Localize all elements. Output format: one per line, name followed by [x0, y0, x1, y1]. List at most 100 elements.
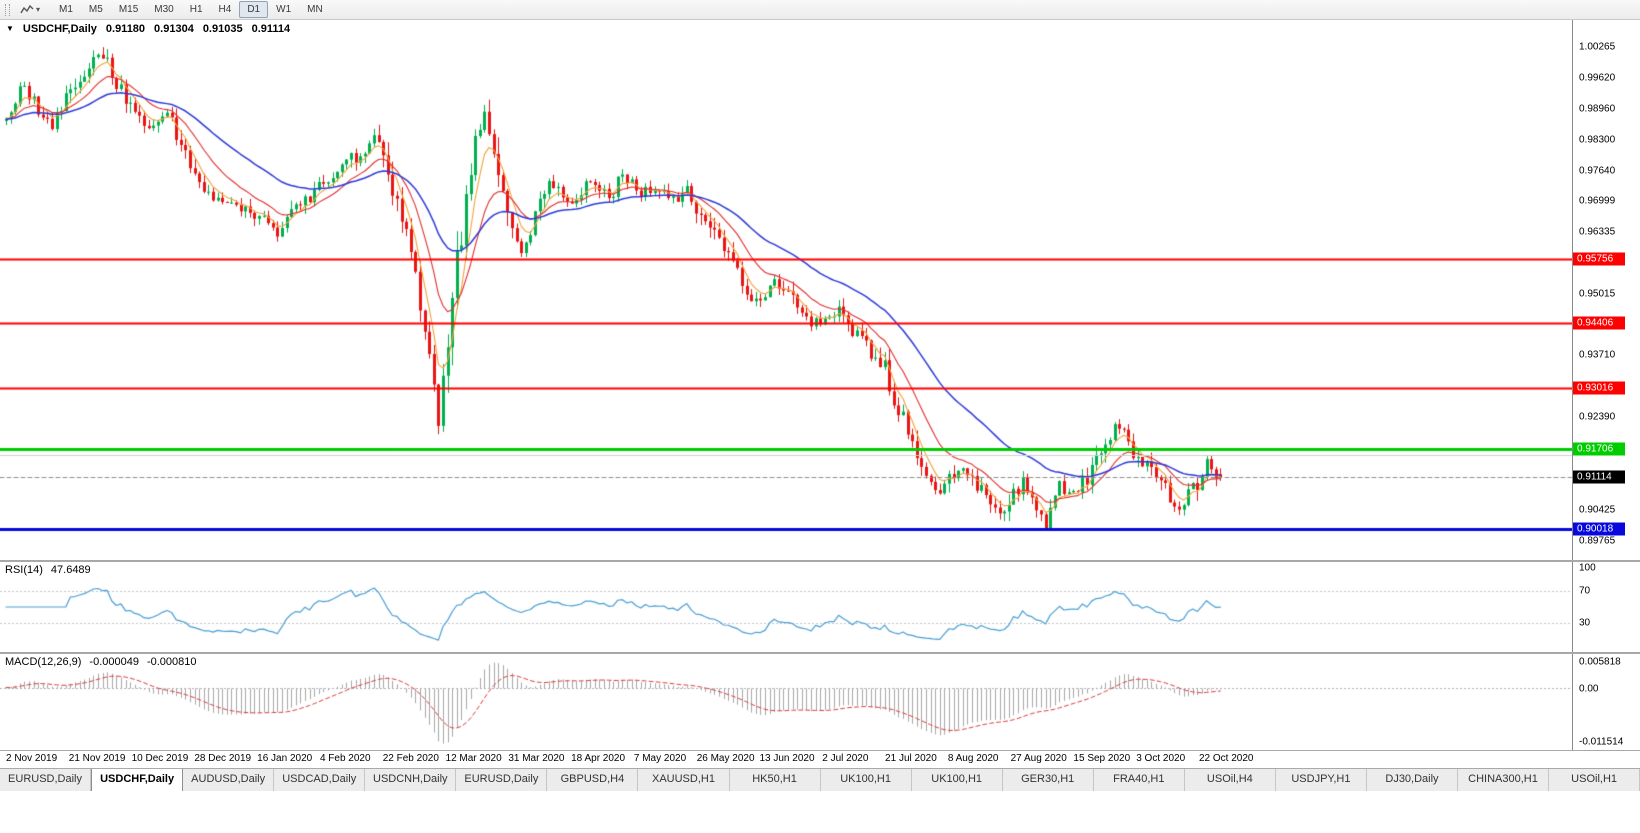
date-label: 15 Sep 2020 [1073, 753, 1131, 764]
date-label: 27 Aug 2020 [1010, 753, 1067, 764]
date-label: 4 Feb 2020 [319, 753, 371, 764]
date-axis: 2 Nov 2019 21 Nov 2019 10 Dec 2019 28 Dec 2… [0, 750, 1640, 768]
chart-tab-usdcnh-daily[interactable]: USDCNH,Daily [365, 769, 457, 791]
chart-tab-gbpusd-h4[interactable]: GBPUSD,H4 [547, 769, 639, 791]
timeframe-button-mn[interactable]: MN [307, 4, 323, 15]
timeframe-toolbar: ▾ M1 M5 M15 M30 H1 H4 D1 W1 MN [0, 0, 1640, 20]
timeframe-button-m5[interactable]: M5 [88, 4, 103, 15]
rsi-axis-label: 30 [1579, 617, 1591, 629]
rsi-canvas[interactable] [0, 562, 1572, 652]
chart-tab-uk100-h1[interactable]: UK100,H1 [911, 769, 1003, 791]
price-tick: 0.93710 [1579, 349, 1616, 361]
timeframe-button-m30[interactable]: M30 [154, 4, 174, 15]
date-label: 7 May 2020 [633, 753, 687, 764]
rsi-axis-label: 100 [1579, 562, 1596, 574]
macd-label: MACD(12,26,9) -0.000049 -0.000810 [5, 656, 197, 668]
date-label: 3 Oct 2020 [1136, 753, 1186, 764]
level-price-badge: 0.94406 [1573, 316, 1625, 330]
timeframe-button-h4[interactable]: H4 [218, 4, 232, 15]
price-tick: 0.95015 [1579, 288, 1616, 300]
price-tick: 0.96999 [1579, 195, 1616, 207]
macd-indicator-name: MACD(12,26,9) [5, 656, 82, 668]
price-tick: 0.89765 [1579, 535, 1616, 546]
date-label: 21 Jul 2020 [885, 753, 937, 764]
chart-tab-fra40-h1[interactable]: FRA40,H1 [1093, 769, 1185, 791]
ohlc-open: 0.91180 [105, 23, 146, 35]
date-label: 2 Jul 2020 [822, 753, 869, 764]
chart-tab-usdjpy-h1[interactable]: USDJPY,H1 [1275, 769, 1367, 791]
chart-tab-usoil-h1[interactable]: USOil,H1 [1549, 769, 1640, 791]
level-price-badge: 0.95756 [1573, 252, 1625, 266]
chart-tab-dj30-daily[interactable]: DJ30,Daily [1366, 769, 1458, 791]
macd-panel: MACD(12,26,9) -0.000049 -0.000810 0.0058… [0, 654, 1640, 750]
chart-title: ▼ USDCHF,Daily 0.91180 0.91304 0.91035 0… [6, 23, 290, 35]
price-tick: 0.98300 [1579, 134, 1616, 146]
date-label: 26 May 2020 [696, 753, 755, 764]
chart-tab-eurusd-daily[interactable]: EURUSD,Daily [456, 769, 548, 791]
level-price-badge: 0.90018 [1573, 522, 1625, 536]
rsi-indicator-name: RSI(14) [5, 564, 43, 576]
rsi-panel: RSI(14) 47.6489 100 70 30 [0, 562, 1640, 654]
date-label: 16 Jan 2020 [257, 753, 313, 764]
price-tick: 1.00265 [1579, 41, 1616, 53]
macd-axis-top: 0.005818 [1579, 656, 1621, 668]
toolbar-drag-handle[interactable] [5, 3, 10, 16]
chart-tab-ger30-h1[interactable]: GER30,H1 [1002, 769, 1094, 791]
rsi-current-value: 47.6489 [50, 564, 91, 576]
timeframe-button-m15[interactable]: M15 [118, 4, 139, 15]
chart-symbol-label: USDCHF,Daily [22, 23, 97, 35]
timeframe-button-d1[interactable]: D1 [239, 1, 269, 18]
ohlc-close: 0.91114 [251, 23, 291, 35]
rsi-axis: 100 70 30 [1572, 562, 1640, 652]
timeframe-button-h1[interactable]: H1 [189, 4, 203, 15]
date-label: 28 Dec 2019 [194, 753, 252, 764]
rsi-axis-label: 70 [1579, 585, 1591, 597]
timeframe-buttons-group: M1 M5 M15 M30 H1 H4 D1 W1 MN [51, 1, 331, 18]
main-chart-panel: ▼ USDCHF,Daily 0.91180 0.91304 0.91035 0… [0, 20, 1640, 562]
macd-signal-value: -0.000810 [146, 656, 197, 668]
chart-tab-eurusd-daily[interactable]: EURUSD,Daily [0, 769, 92, 791]
date-label: 13 Jun 2020 [759, 753, 815, 764]
date-label: 22 Oct 2020 [1199, 753, 1254, 764]
macd-axis-zero: 0.00 [1579, 683, 1599, 694]
price-tick: 0.99620 [1579, 72, 1616, 84]
date-label: 21 Nov 2019 [68, 753, 126, 764]
date-label: 8 Aug 2020 [947, 753, 999, 764]
chart-tab-uk100-h1[interactable]: UK100,H1 [820, 769, 912, 791]
chart-tab-audusd-daily[interactable]: AUDUSD,Daily [183, 769, 275, 791]
chart-tab-usdchf-daily[interactable]: USDCHF,Daily [91, 769, 184, 791]
macd-axis: 0.005818 0.00 -0.011514 [1572, 654, 1640, 750]
date-label: 22 Feb 2020 [382, 753, 439, 764]
date-label: 2 Nov 2019 [6, 753, 58, 764]
price-tick: 0.96335 [1579, 226, 1616, 238]
price-tick: 0.97640 [1579, 165, 1616, 177]
chart-tab-usdcad-daily[interactable]: USDCAD,Daily [274, 769, 366, 791]
price-tick: 0.90425 [1579, 504, 1616, 516]
date-label: 18 Apr 2020 [571, 753, 626, 764]
date-label: 12 Mar 2020 [445, 753, 502, 764]
chart-tab-xauusd-h1[interactable]: XAUUSD,H1 [638, 769, 730, 791]
price-axis: 1.00265 0.99620 0.98960 0.98300 0.97640 0.969… [1572, 20, 1640, 560]
chart-tab-china300-h1[interactable]: CHINA300,H1 [1458, 769, 1550, 791]
chevron-down-icon[interactable]: ▾ [36, 4, 41, 14]
macd-canvas[interactable] [0, 654, 1572, 750]
chart-tab-hk50-h1[interactable]: HK50,H1 [729, 769, 821, 791]
chart-tool-button[interactable]: ▾ [16, 3, 44, 16]
ohlc-high: 0.91304 [154, 23, 194, 35]
date-label: 31 Mar 2020 [508, 753, 565, 764]
timeframe-button-w1[interactable]: W1 [276, 4, 292, 15]
chart-line-icon [20, 4, 34, 14]
chart-tabs-bar: EURUSD,Daily USDCHF,Daily AUDUSD,Daily USDC… [0, 768, 1640, 791]
price-tick: 0.98960 [1579, 103, 1616, 115]
chart-dropdown-icon[interactable]: ▼ [6, 24, 14, 33]
ohlc-low: 0.91035 [202, 23, 243, 35]
timeframe-button-m1[interactable]: M1 [59, 4, 73, 15]
level-price-badge: 0.91706 [1573, 442, 1625, 456]
macd-axis-bottom: -0.011514 [1579, 736, 1624, 748]
rsi-label: RSI(14) 47.6489 [5, 564, 91, 576]
current-price-badge: 0.91114 [1573, 470, 1625, 484]
date-label: 10 Dec 2019 [131, 753, 189, 764]
price-chart-canvas[interactable] [0, 20, 1572, 560]
chart-tab-usoil-h4[interactable]: USOil,H4 [1184, 769, 1276, 791]
level-price-badge: 0.93016 [1573, 381, 1625, 395]
